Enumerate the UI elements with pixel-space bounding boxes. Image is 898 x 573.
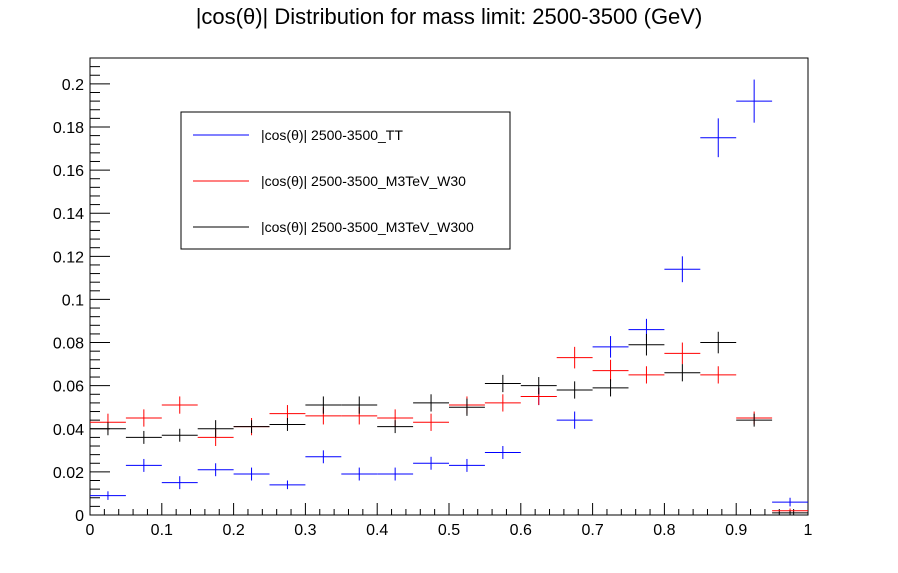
x-tick-label: 0.4: [366, 522, 388, 539]
x-tick-label: 0.1: [151, 522, 173, 539]
x-tick-label: 1: [804, 522, 813, 539]
y-tick-label: 0.16: [53, 163, 84, 180]
y-tick-label: 0.06: [53, 379, 84, 396]
x-tick-label: 0.6: [510, 522, 532, 539]
y-tick-label: 0.2: [62, 77, 84, 94]
x-tick-label: 0.8: [653, 522, 675, 539]
legend-label: |cos(θ)| 2500-3500_TT: [261, 127, 403, 143]
x-tick-label: 0.2: [222, 522, 244, 539]
x-tick-label: 0.7: [581, 522, 603, 539]
y-tick-label: 0.08: [53, 336, 84, 353]
y-tick-label: 0.02: [53, 465, 84, 482]
x-tick-label: 0.9: [725, 522, 747, 539]
legend-label: |cos(θ)| 2500-3500_M3TeV_W30: [261, 173, 466, 189]
legend-label: |cos(θ)| 2500-3500_M3TeV_W300: [261, 219, 474, 235]
y-tick-label: 0.12: [53, 249, 84, 266]
y-tick-label: 0: [75, 508, 84, 525]
x-tick-label: 0.3: [294, 522, 316, 539]
x-tick-label: 0.5: [438, 522, 460, 539]
chart-title: |cos(θ)| Distribution for mass limit: 25…: [195, 4, 703, 29]
y-tick-label: 0.14: [53, 206, 84, 223]
y-tick-label: 0.1: [62, 292, 84, 309]
x-tick-label: 0: [86, 522, 95, 539]
y-tick-label: 0.18: [53, 120, 84, 137]
y-tick-label: 0.04: [53, 422, 84, 439]
